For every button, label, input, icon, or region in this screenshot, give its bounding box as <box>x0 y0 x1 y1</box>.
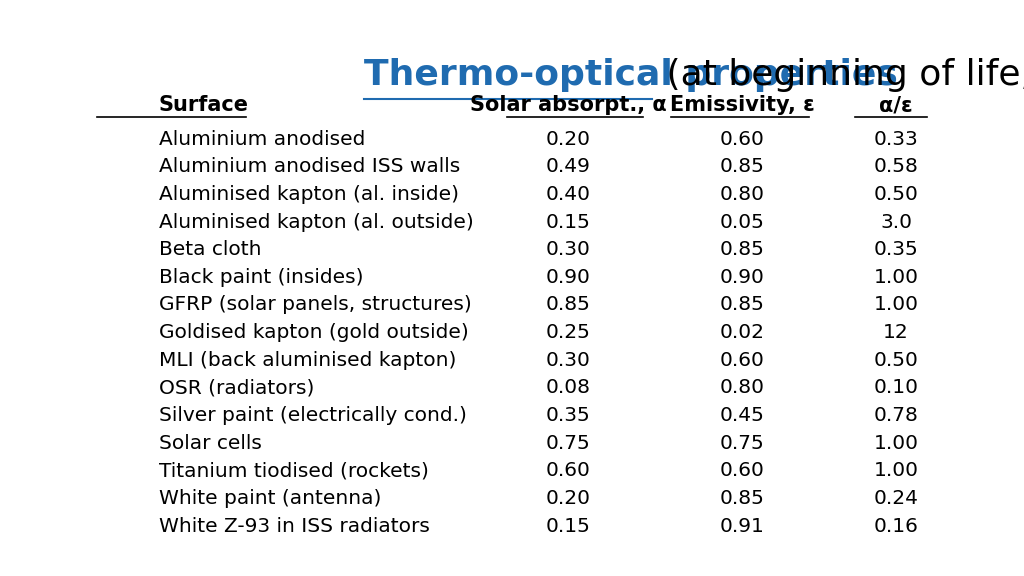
Text: 0.85: 0.85 <box>720 489 765 508</box>
Text: Aluminised kapton (al. inside): Aluminised kapton (al. inside) <box>159 185 459 204</box>
Text: 0.05: 0.05 <box>720 213 765 232</box>
Text: 0.33: 0.33 <box>873 130 919 149</box>
Text: 0.75: 0.75 <box>720 434 765 453</box>
Text: 1.00: 1.00 <box>873 268 919 287</box>
Text: 0.30: 0.30 <box>546 351 591 370</box>
Text: 0.80: 0.80 <box>720 185 765 204</box>
Text: 0.15: 0.15 <box>546 213 591 232</box>
Text: 0.20: 0.20 <box>546 489 591 508</box>
Text: 0.60: 0.60 <box>720 130 765 149</box>
Text: 0.40: 0.40 <box>546 185 591 204</box>
Text: α/ε: α/ε <box>880 95 912 115</box>
Text: 0.75: 0.75 <box>546 434 591 453</box>
Text: GFRP (solar panels, structures): GFRP (solar panels, structures) <box>159 295 471 314</box>
Text: 0.30: 0.30 <box>546 240 591 259</box>
Text: 0.85: 0.85 <box>720 157 765 176</box>
Text: Titanium tiodised (rockets): Titanium tiodised (rockets) <box>159 461 429 480</box>
Text: 0.85: 0.85 <box>720 295 765 314</box>
Text: 0.49: 0.49 <box>546 157 591 176</box>
Text: Solar absorpt., α: Solar absorpt., α <box>470 95 667 115</box>
Text: 1.00: 1.00 <box>873 295 919 314</box>
Text: 1.00: 1.00 <box>873 461 919 480</box>
Text: 0.85: 0.85 <box>546 295 591 314</box>
Text: MLI (back aluminised kapton): MLI (back aluminised kapton) <box>159 351 456 370</box>
Text: 0.25: 0.25 <box>546 323 591 342</box>
Text: 0.16: 0.16 <box>873 517 919 536</box>
Text: Beta cloth: Beta cloth <box>159 240 261 259</box>
Text: 0.91: 0.91 <box>720 517 765 536</box>
Text: Aluminised kapton (al. outside): Aluminised kapton (al. outside) <box>159 213 473 232</box>
Text: 0.35: 0.35 <box>546 406 591 425</box>
Text: 3.0: 3.0 <box>880 213 912 232</box>
Text: 0.60: 0.60 <box>720 351 765 370</box>
Text: Thermo-optical properties: Thermo-optical properties <box>364 58 897 92</box>
Text: 0.58: 0.58 <box>873 157 919 176</box>
Text: 12: 12 <box>883 323 909 342</box>
Text: 0.15: 0.15 <box>546 517 591 536</box>
Text: 0.90: 0.90 <box>720 268 765 287</box>
Text: 0.85: 0.85 <box>720 240 765 259</box>
Text: 0.24: 0.24 <box>873 489 919 508</box>
Text: White Z-93 in ISS radiators: White Z-93 in ISS radiators <box>159 517 430 536</box>
Text: Aluminium anodised ISS walls: Aluminium anodised ISS walls <box>159 157 460 176</box>
Text: 0.60: 0.60 <box>720 461 765 480</box>
Text: (at beginning of life, BOL): (at beginning of life, BOL) <box>655 58 1024 92</box>
Text: Emissivity, ε: Emissivity, ε <box>670 95 815 115</box>
Text: 0.45: 0.45 <box>720 406 765 425</box>
Text: 0.10: 0.10 <box>873 378 919 397</box>
Text: 0.50: 0.50 <box>873 351 919 370</box>
Text: 0.80: 0.80 <box>720 378 765 397</box>
Text: Silver paint (electrically cond.): Silver paint (electrically cond.) <box>159 406 467 425</box>
Text: White paint (antenna): White paint (antenna) <box>159 489 381 508</box>
Text: Black paint (insides): Black paint (insides) <box>159 268 364 287</box>
Text: 0.90: 0.90 <box>546 268 591 287</box>
Text: Aluminium anodised: Aluminium anodised <box>159 130 366 149</box>
Text: 0.60: 0.60 <box>546 461 591 480</box>
Text: OSR (radiators): OSR (radiators) <box>159 378 314 397</box>
Text: Surface: Surface <box>159 95 249 115</box>
Text: 0.02: 0.02 <box>720 323 765 342</box>
Text: Goldised kapton (gold outside): Goldised kapton (gold outside) <box>159 323 468 342</box>
Text: 0.20: 0.20 <box>546 130 591 149</box>
Text: 0.08: 0.08 <box>546 378 591 397</box>
Text: 0.35: 0.35 <box>873 240 919 259</box>
Text: 0.50: 0.50 <box>873 185 919 204</box>
Text: 0.78: 0.78 <box>873 406 919 425</box>
Text: 1.00: 1.00 <box>873 434 919 453</box>
Text: Solar cells: Solar cells <box>159 434 261 453</box>
